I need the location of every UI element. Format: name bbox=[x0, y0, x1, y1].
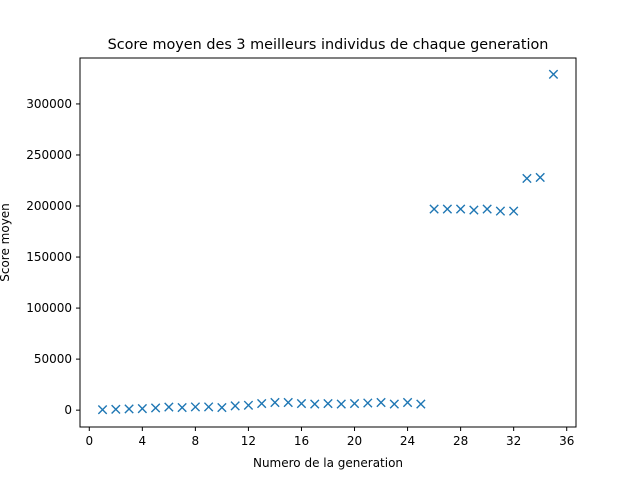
y-axis-ticks: 0 50000 100000 150000 200000 250000 300000 bbox=[26, 97, 80, 417]
y-tick-label: 50000 bbox=[34, 352, 72, 366]
data-point bbox=[111, 404, 121, 415]
data-point bbox=[177, 402, 187, 413]
data-point bbox=[256, 398, 267, 409]
data-point bbox=[429, 204, 439, 214]
y-tick-label: 200000 bbox=[26, 199, 72, 213]
data-point bbox=[203, 402, 214, 412]
x-tick-label: 24 bbox=[400, 434, 415, 448]
x-tick-label: 32 bbox=[506, 434, 521, 448]
x-tick-label: 12 bbox=[241, 434, 256, 448]
data-point bbox=[469, 205, 479, 215]
x-tick-label: 36 bbox=[559, 434, 574, 448]
data-point bbox=[137, 403, 148, 414]
data-point bbox=[310, 399, 320, 409]
x-axis-ticks: 0 4 8 12 16 20 24 28 32 36 bbox=[85, 427, 574, 448]
data-point bbox=[270, 397, 280, 408]
x-tick-label: 4 bbox=[139, 434, 147, 448]
x-tick-label: 20 bbox=[347, 434, 362, 448]
y-tick-label: 100000 bbox=[26, 301, 72, 315]
x-axis-label: Numero de la generation bbox=[253, 456, 403, 470]
data-point bbox=[363, 398, 373, 408]
data-point bbox=[97, 404, 108, 415]
y-tick-label: 150000 bbox=[26, 250, 72, 264]
data-point bbox=[336, 399, 346, 409]
data-point bbox=[482, 204, 492, 214]
data-point bbox=[230, 401, 240, 411]
x-tick-label: 0 bbox=[85, 434, 93, 448]
y-tick-label: 0 bbox=[64, 403, 72, 417]
plot-area: 0 4 8 12 16 20 24 28 32 36 0 50000 100000 150000 2000… bbox=[26, 57, 577, 448]
data-point bbox=[535, 172, 545, 183]
y-tick-label: 250000 bbox=[26, 148, 72, 162]
data-point bbox=[376, 397, 386, 408]
y-axis-label: Score moyen bbox=[0, 203, 12, 282]
x-tick-label: 8 bbox=[192, 434, 200, 448]
data-point bbox=[442, 204, 453, 214]
data-point bbox=[296, 398, 307, 409]
data-point bbox=[124, 404, 134, 414]
data-point bbox=[508, 206, 519, 216]
data-point bbox=[164, 402, 174, 412]
data-point bbox=[283, 397, 293, 408]
plot-frame bbox=[79, 57, 577, 428]
x-tick-label: 16 bbox=[294, 434, 309, 448]
data-point bbox=[243, 400, 254, 410]
data-point bbox=[190, 402, 201, 412]
data-point bbox=[150, 403, 161, 413]
x-tick-label: 28 bbox=[453, 434, 468, 448]
data-point bbox=[455, 204, 466, 214]
chart-title: Score moyen des 3 meilleurs individus de… bbox=[108, 37, 549, 53]
y-tick-label: 300000 bbox=[26, 97, 72, 111]
data-point bbox=[323, 398, 333, 409]
data-point bbox=[522, 173, 532, 184]
data-point bbox=[389, 399, 400, 409]
data-point bbox=[416, 399, 426, 409]
data-markers bbox=[97, 69, 559, 415]
data-point bbox=[495, 206, 506, 216]
data-point bbox=[402, 397, 413, 408]
data-point bbox=[349, 398, 360, 409]
data-point bbox=[217, 402, 227, 413]
data-point bbox=[548, 69, 559, 80]
